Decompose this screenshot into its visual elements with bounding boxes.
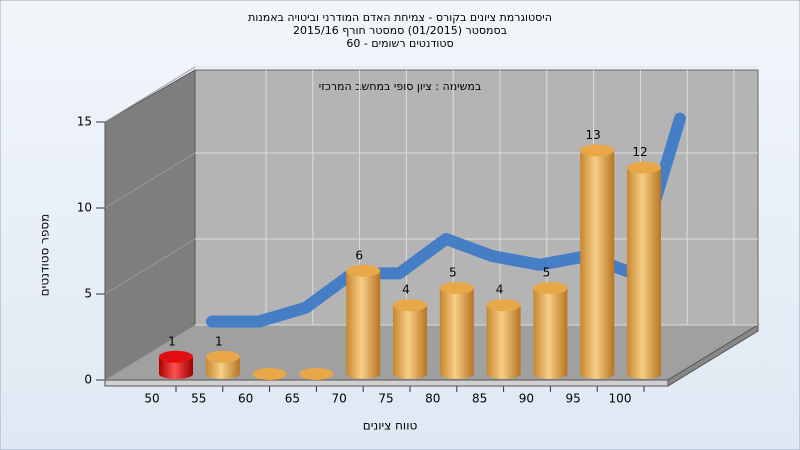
bar-base xyxy=(439,369,474,379)
value-label: 4 xyxy=(402,283,410,297)
x-tick-label: 50 xyxy=(144,392,159,406)
chart-title: היסטוגרמת ציונים בקורס - צמיחת האדם המוד… xyxy=(248,11,552,24)
chart-title: בסמסטר (01/2015) סמסטר חורף 2015/16 xyxy=(293,24,507,37)
y-tick-label: 5 xyxy=(84,287,92,301)
grid-line xyxy=(104,324,196,381)
grid-line xyxy=(104,66,196,123)
y-tick-label: 15 xyxy=(77,115,92,129)
value-label: 1 xyxy=(215,334,223,348)
back-wall xyxy=(194,69,759,326)
x-tick-label: 55 xyxy=(191,392,206,406)
subtitle: במשימה : ציון סופי במחשב המרכזי xyxy=(319,80,482,93)
x-tick-label: 75 xyxy=(378,392,393,406)
x-tick-label: 60 xyxy=(238,392,253,406)
bar-cap xyxy=(346,264,381,277)
bar-base xyxy=(627,369,661,379)
bar xyxy=(580,150,615,374)
bar-base xyxy=(393,369,427,379)
value-label: 13 xyxy=(586,128,601,142)
value-label: 5 xyxy=(543,266,551,280)
bar xyxy=(439,288,474,374)
value-label: 12 xyxy=(632,145,647,159)
bar xyxy=(627,167,661,374)
bar-base xyxy=(580,369,615,379)
bar-base xyxy=(533,369,568,379)
x-tick-label: 65 xyxy=(285,392,300,406)
chart-title: סטודנטים רשומים - 60 xyxy=(346,37,453,50)
x-tick-label: 95 xyxy=(566,392,581,406)
x-tick-label: 100 xyxy=(609,392,632,406)
value-label: 6 xyxy=(355,248,363,262)
bar-cap xyxy=(159,350,193,363)
bar xyxy=(393,305,427,374)
bar-cap xyxy=(580,144,615,157)
bar-cap xyxy=(627,161,661,174)
bar-cap xyxy=(533,282,568,294)
bar-cap xyxy=(486,299,521,312)
bar-cap xyxy=(299,368,334,380)
bar-base xyxy=(205,369,240,379)
x-tick-label: 80 xyxy=(425,392,440,406)
x-tick-label: 85 xyxy=(472,392,487,406)
bar-base xyxy=(486,369,521,379)
bar xyxy=(533,288,568,374)
bar-base xyxy=(159,369,193,379)
bar xyxy=(486,305,521,374)
value-label: 1 xyxy=(168,334,176,348)
floor-edge xyxy=(104,379,669,387)
x-tick-label: 90 xyxy=(519,392,534,406)
y-tick-label: 10 xyxy=(77,201,92,215)
bar xyxy=(346,270,381,374)
bar-cap xyxy=(393,299,427,312)
bar-base xyxy=(346,369,381,379)
y-tick-label: 0 xyxy=(84,373,92,387)
bar-cap xyxy=(205,350,240,363)
floor-side xyxy=(667,324,759,387)
bar-cap xyxy=(439,282,474,294)
bar-cap xyxy=(252,368,287,380)
value-label: 5 xyxy=(449,266,457,280)
value-label: 4 xyxy=(496,283,504,297)
x-axis-label: טווח ציונים xyxy=(363,419,418,433)
x-tick-label: 70 xyxy=(332,392,347,406)
y-axis-label: מספר סטודנטים xyxy=(38,214,52,297)
grid-line xyxy=(104,152,196,209)
grid-line xyxy=(104,238,196,295)
